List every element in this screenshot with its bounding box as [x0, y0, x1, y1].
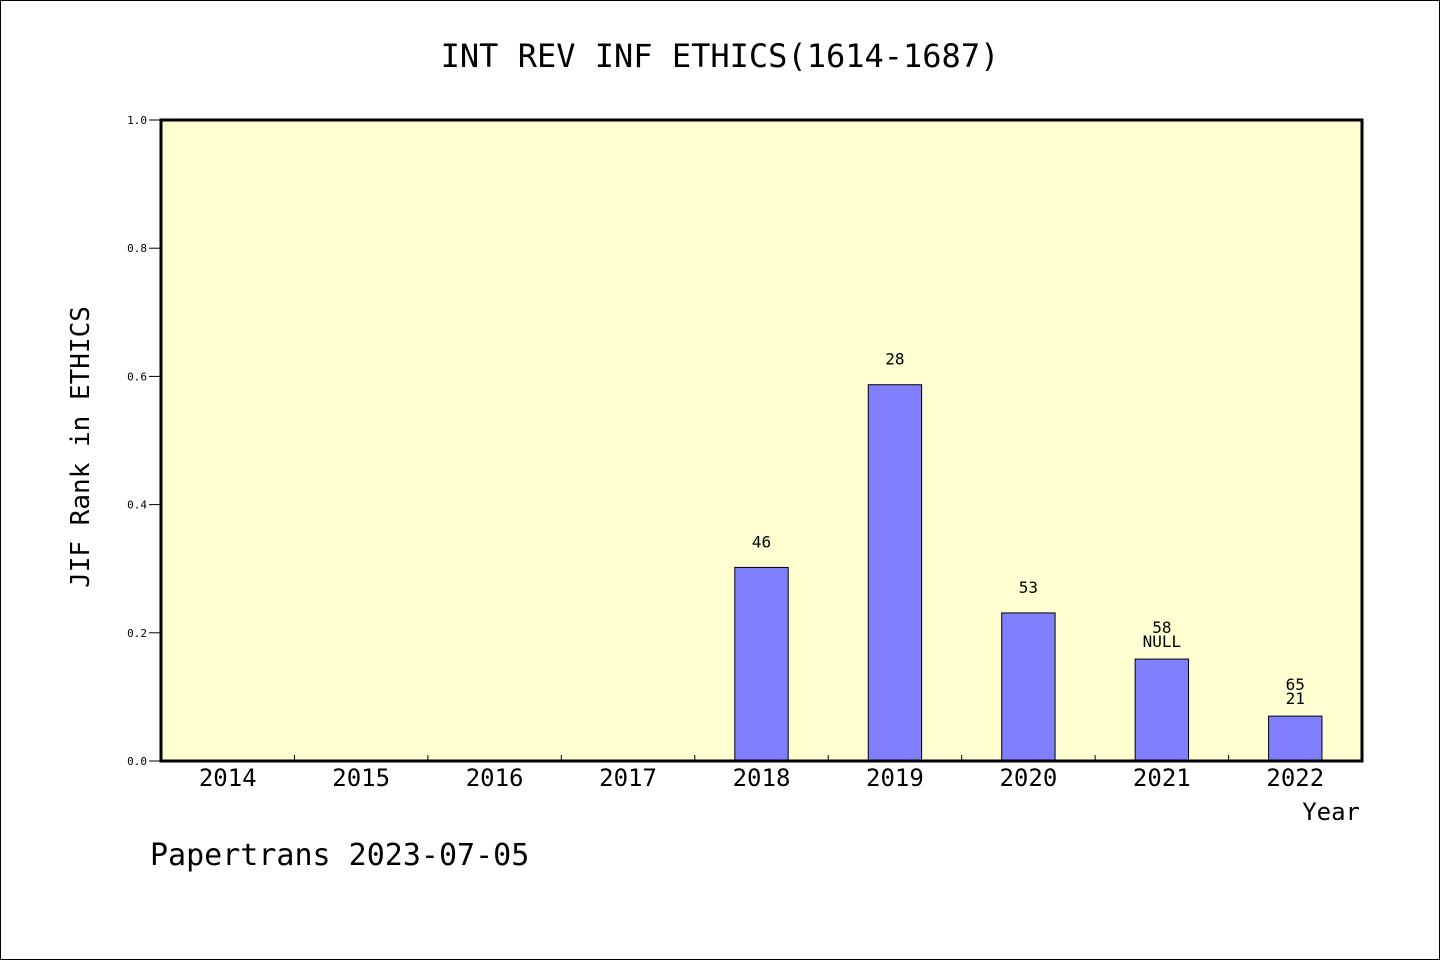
bar-value-label-2018-0: 46 [752, 532, 771, 551]
footer-credit: Papertrans 2023-07-05 [150, 838, 529, 873]
bar-2018 [734, 566, 789, 762]
x-tick-label-2017: 2017 [599, 764, 657, 792]
bar-value-label-2022-0: 65 [1286, 675, 1305, 694]
x-tick-label-2016: 2016 [466, 764, 524, 792]
bar-2020 [1001, 612, 1056, 762]
x-axis-label: Year [1302, 798, 1360, 826]
x-tick-label-2018: 2018 [733, 764, 791, 792]
y-tick-label-0.6: 0.6 [127, 370, 147, 383]
x-tick-label-2020: 2020 [999, 764, 1057, 792]
x-tick-label-2021: 2021 [1133, 764, 1191, 792]
bars-group [734, 384, 1323, 762]
bar-value-label-2021-1: NULL [1143, 632, 1182, 651]
x-axis: 2014 2015 2016 2017 2018 2019 2020 2021 2022 [199, 755, 1324, 792]
y-tick-label-0.4: 0.4 [127, 499, 147, 512]
bar-value-label-2022-1: 21 [1286, 689, 1305, 708]
x-tick-label-2015: 2015 [332, 764, 390, 792]
bar-value-label-2020-0: 53 [1019, 578, 1038, 597]
y-tick-label-0.8: 0.8 [127, 242, 147, 255]
x-tick-label-2014: 2014 [199, 764, 257, 792]
x-tick-label-2022: 2022 [1266, 764, 1324, 792]
chart-title: INT REV INF ETHICS(1614-1687) [441, 37, 1000, 75]
bar-value-label-2021-0: 58 [1152, 618, 1171, 637]
bar-value-label-2019-0: 28 [885, 350, 904, 369]
bar-2022 [1268, 715, 1323, 762]
plot-border [159, 118, 1364, 763]
y-axis: 0.0 0.2 0.4 0.6 0.8 1.0 [127, 114, 161, 768]
x-tick-label-2019: 2019 [866, 764, 924, 792]
bar-2021 [1134, 658, 1190, 762]
y-axis-label: JIF Rank in ETHICS [66, 306, 96, 588]
y-tick-label-1.0: 1.0 [127, 114, 147, 127]
bar-2019 [867, 384, 923, 762]
y-tick-label-0.0: 0.0 [127, 755, 147, 768]
y-tick-label-0.2: 0.2 [127, 627, 147, 640]
